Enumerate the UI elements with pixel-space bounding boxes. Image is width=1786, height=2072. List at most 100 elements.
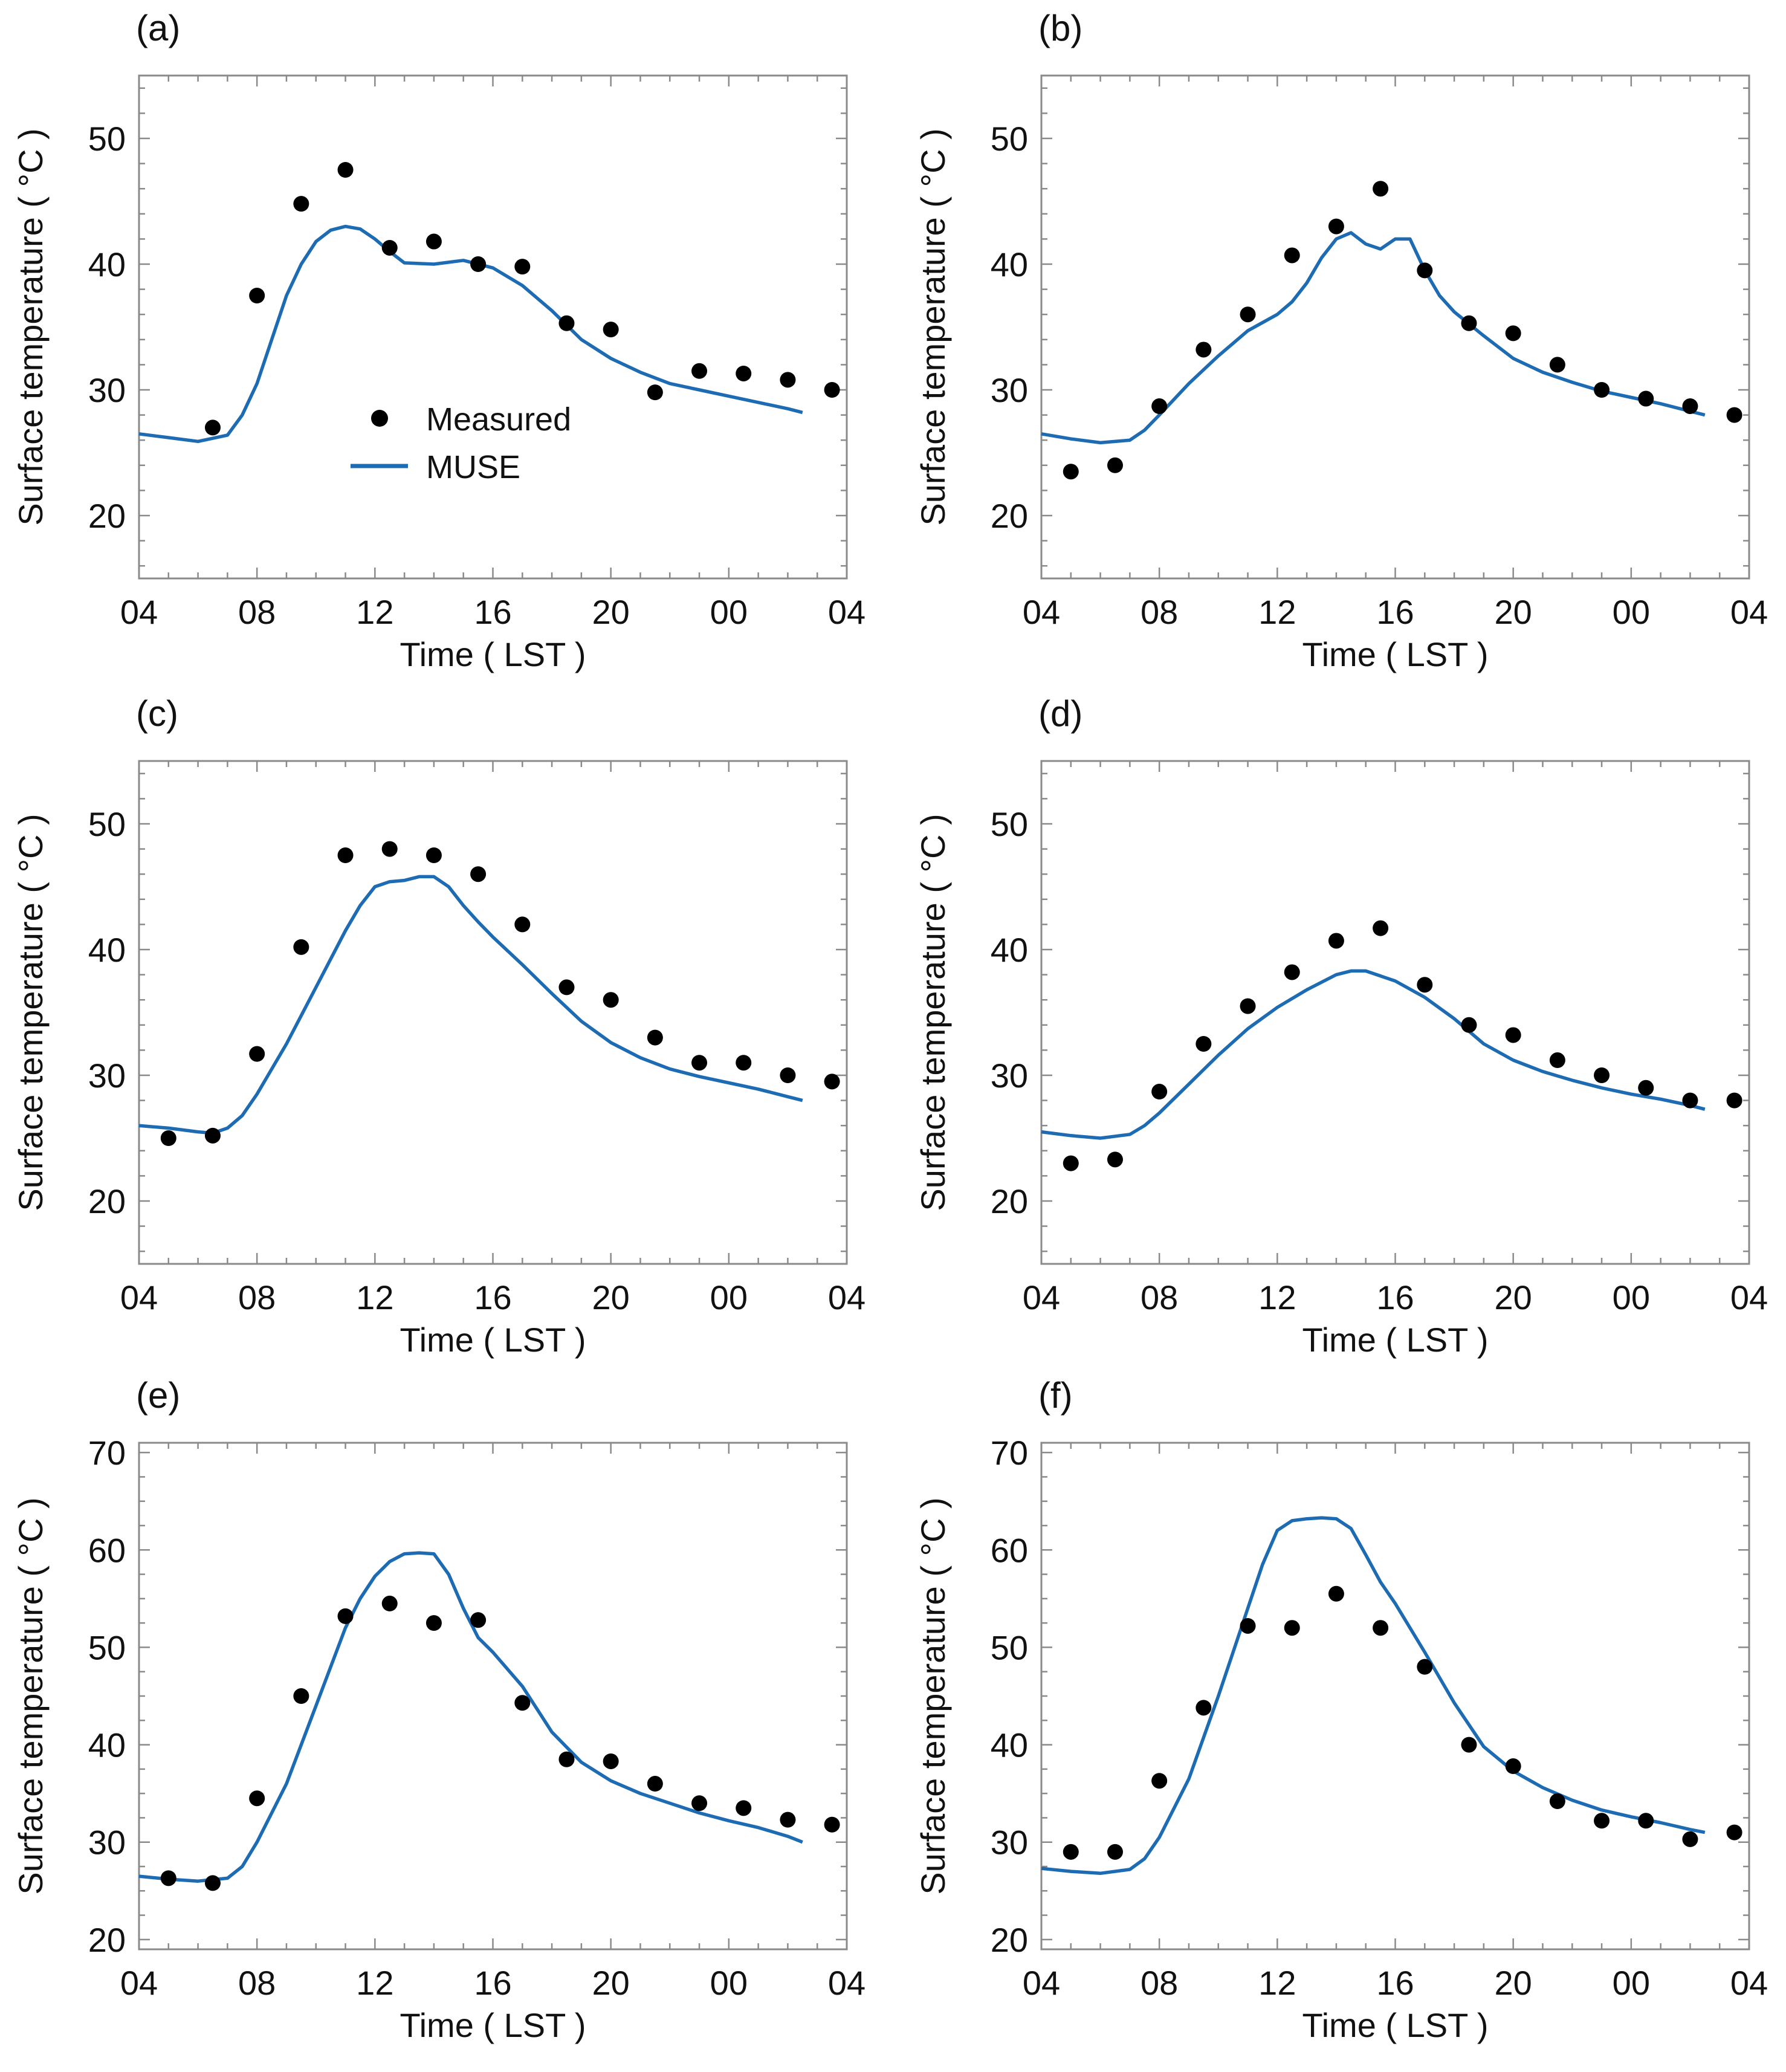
measured-point — [293, 1688, 309, 1704]
x-tick-label: 04 — [828, 1964, 865, 2002]
measured-point — [425, 233, 442, 250]
y-axis-title: Surface temperature ( °C ) — [11, 814, 50, 1211]
y-tick-label: 40 — [88, 245, 126, 283]
y-tick-label: 50 — [991, 1628, 1028, 1666]
measured-point — [603, 1753, 619, 1769]
muse-series-line — [1041, 231, 1706, 445]
x-axis-title: Time ( LST ) — [1302, 2006, 1488, 2044]
x-tick-label: 04 — [1730, 1964, 1768, 2002]
measured-point — [691, 1055, 708, 1071]
measured-point — [558, 315, 575, 331]
measured-point — [1107, 457, 1123, 473]
muse-series-line — [1041, 1516, 1706, 1876]
y-tick-label: 60 — [88, 1531, 126, 1569]
measured-point — [1638, 390, 1654, 407]
measured-point — [1594, 1813, 1610, 1829]
x-tick-label: 20 — [1495, 593, 1532, 631]
measured-point — [1417, 977, 1433, 993]
y-axis-title: Surface temperature ( °C ) — [914, 128, 952, 525]
y-tick-label: 70 — [88, 1434, 126, 1472]
x-tick-label: 16 — [474, 1964, 511, 2002]
plot-frame — [1040, 1442, 1750, 1951]
measured-point — [1505, 1758, 1521, 1775]
x-tick-label: 00 — [1613, 1278, 1650, 1316]
x-tick-label: 16 — [1376, 593, 1414, 631]
measured-point — [1594, 1067, 1610, 1083]
x-tick-label: 04 — [120, 1278, 158, 1316]
measured-point — [780, 1067, 796, 1083]
measured-point — [293, 939, 309, 955]
x-tick-label: 08 — [1141, 593, 1178, 631]
plot-frame — [1040, 74, 1750, 580]
x-tick-label: 12 — [1258, 593, 1296, 631]
x-tick-label: 12 — [356, 593, 393, 631]
panel-f: (f) 04 08 12 16 20 00 04 20 30 40 50 60 70 Time ( LST … — [914, 1375, 1768, 2044]
y-tick-label: 40 — [991, 1726, 1028, 1764]
measured-point — [1240, 306, 1256, 323]
x-tick-label: 08 — [238, 1278, 276, 1316]
plot-frame — [138, 1442, 848, 1951]
y-tick-label: 20 — [991, 1921, 1028, 1959]
measured-point — [204, 1127, 221, 1144]
y-tick-label: 40 — [88, 1726, 126, 1764]
x-tick-label: 16 — [1376, 1278, 1414, 1316]
measured-point — [1682, 1831, 1698, 1847]
measured-point — [736, 1800, 752, 1816]
measured-point — [1063, 1155, 1079, 1171]
x-tick-label: 04 — [1730, 593, 1768, 631]
measured-point — [1373, 181, 1389, 197]
measured-point — [1284, 964, 1300, 980]
measured-point — [1196, 1036, 1212, 1052]
x-tick-label: 04 — [828, 593, 865, 631]
x-tick-label: 16 — [474, 1278, 511, 1316]
x-tick-label: 20 — [1495, 1278, 1532, 1316]
y-tick-label: 60 — [991, 1531, 1028, 1569]
plot-frame — [138, 760, 848, 1265]
panel-e: (e) 04 08 12 16 20 00 04 20 30 40 50 60 70 Time ( LST … — [11, 1375, 865, 2044]
y-tick-label: 30 — [991, 371, 1028, 409]
measured-point — [1638, 1813, 1654, 1829]
y-tick-label: 30 — [991, 1824, 1028, 1862]
measured-point — [1594, 382, 1610, 398]
y-tick-label: 40 — [88, 931, 126, 969]
panel-label: (d) — [1038, 693, 1082, 734]
measured-point — [558, 979, 575, 996]
x-tick-label: 12 — [356, 1964, 393, 2002]
x-tick-label: 00 — [710, 593, 748, 631]
x-axis-title: Time ( LST ) — [1302, 1321, 1488, 1359]
legend-measured-marker — [371, 410, 388, 427]
x-tick-label: 20 — [1495, 1964, 1532, 2002]
measured-point — [824, 382, 840, 398]
x-tick-label: 20 — [592, 593, 630, 631]
y-tick-label: 50 — [88, 805, 126, 843]
measured-point — [1373, 920, 1389, 936]
measured-point — [337, 162, 354, 178]
measured-point — [1063, 1844, 1079, 1860]
y-tick-label: 30 — [991, 1057, 1028, 1095]
panel-label: (e) — [136, 1375, 180, 1416]
y-axis-title: Surface temperature ( °C ) — [11, 1497, 50, 1894]
x-tick-label: 08 — [238, 1964, 276, 2002]
measured-point — [780, 372, 796, 388]
measured-point — [603, 322, 619, 338]
x-tick-label: 04 — [1023, 1278, 1060, 1316]
x-tick-label: 20 — [592, 1278, 630, 1316]
measured-point — [204, 1875, 221, 1891]
y-tick-label: 30 — [88, 1057, 126, 1095]
x-tick-label: 00 — [1613, 1964, 1650, 2002]
measured-point — [1151, 1084, 1168, 1100]
muse-series-line — [138, 1551, 803, 1883]
measured-point — [514, 259, 531, 275]
panel-label: (a) — [136, 8, 180, 48]
measured-point — [381, 239, 398, 256]
x-tick-label: 04 — [120, 593, 158, 631]
muse-series-line — [138, 224, 803, 444]
measured-point — [1461, 315, 1477, 331]
measured-point — [1328, 218, 1344, 235]
y-tick-label: 20 — [88, 1182, 126, 1220]
measured-point — [1505, 325, 1521, 342]
x-tick-label: 20 — [592, 1964, 630, 2002]
measured-point — [204, 419, 221, 436]
x-tick-label: 04 — [828, 1278, 865, 1316]
